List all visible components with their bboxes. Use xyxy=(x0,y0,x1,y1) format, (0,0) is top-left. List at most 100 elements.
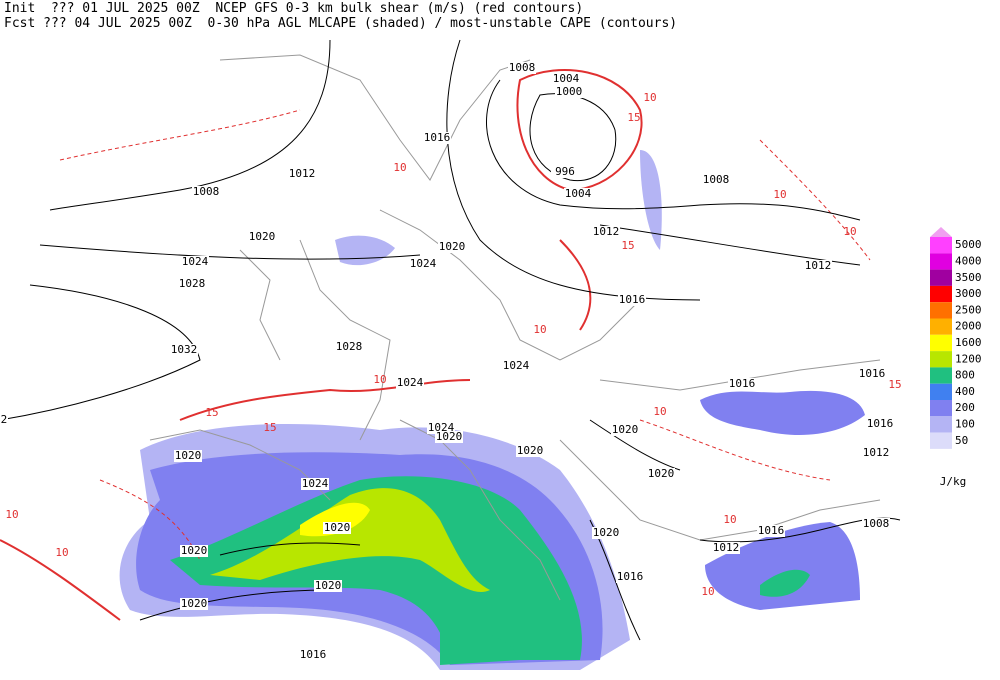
shear-label: 10 xyxy=(55,546,68,559)
isobar-label-bg xyxy=(396,377,424,389)
isobar-label: 1008 xyxy=(703,173,730,186)
colorbar-box xyxy=(930,285,952,303)
cape-shading xyxy=(119,150,865,670)
shear-label: 10 xyxy=(843,225,856,238)
shear-label: 15 xyxy=(263,421,276,434)
isobar-label-bg xyxy=(702,174,730,186)
isobar-label-bg xyxy=(516,445,544,457)
isobar-label-bg xyxy=(174,450,202,462)
isobar-label-bg xyxy=(181,256,209,268)
isobar-label: 1024 xyxy=(503,359,530,372)
colorbar-box xyxy=(930,302,952,319)
isobar-label: 1020 xyxy=(593,526,620,539)
isobar-label: 1000 xyxy=(556,85,583,98)
isobar-label: 1032 xyxy=(0,413,7,426)
colorbar-label: 50 xyxy=(955,434,968,447)
colorbar-unit: J/kg xyxy=(940,475,967,488)
isobar-label-bg xyxy=(314,580,342,592)
isobar-label: 1024 xyxy=(302,477,329,490)
isobar-label-bg xyxy=(862,447,890,459)
shear-label: 10 xyxy=(533,323,546,336)
isobar-label-bg xyxy=(435,431,463,443)
isobar-label: 1024 xyxy=(397,376,424,389)
isobar-label: 1020 xyxy=(648,467,675,480)
shear-label: 10 xyxy=(773,188,786,201)
colorbar-box xyxy=(930,432,952,449)
isobar-label: 1012 xyxy=(593,225,620,238)
isobar-label-bg xyxy=(508,62,536,74)
isobar-label: 1008 xyxy=(509,61,536,74)
colorbar-label: 400 xyxy=(955,385,975,398)
isobar-label-bg xyxy=(862,518,890,530)
isobar-label-bg xyxy=(564,188,592,200)
isobar-label: 1020 xyxy=(315,579,342,592)
isobar-label: 1012 xyxy=(863,446,890,459)
isobar-label: 1028 xyxy=(179,277,206,290)
isobar-label-bg xyxy=(409,258,437,270)
isobar-label-bg xyxy=(0,414,8,426)
colorbar-label: 4000 xyxy=(955,254,982,267)
isobar-label-bg xyxy=(647,468,675,480)
isobar-label-bg xyxy=(618,294,646,306)
isobar-label: 1028 xyxy=(336,340,363,353)
isobar-label: 1012 xyxy=(289,167,316,180)
isobar-label: 1008 xyxy=(193,185,220,198)
shear-contours xyxy=(0,69,871,621)
shear-label: 15 xyxy=(627,111,640,124)
shear-label: 15 xyxy=(205,406,218,419)
isobar-label-bg xyxy=(180,598,208,610)
isobar-label-bg xyxy=(323,522,351,534)
isobar-label-bg xyxy=(712,542,740,554)
colorbar-label: 200 xyxy=(955,401,975,414)
isobar-label: 1020 xyxy=(181,597,208,610)
isobar-label: 1020 xyxy=(612,423,639,436)
isobar-label-bg xyxy=(248,231,276,243)
isobar-label-bg xyxy=(866,418,894,430)
shear-label: 10 xyxy=(5,508,18,521)
isobar-label-bg xyxy=(180,545,208,557)
isobar-label-bg xyxy=(423,132,451,144)
isobar-label: 1024 xyxy=(428,421,455,434)
isobar-label-bg xyxy=(611,424,639,436)
isobar-label: 1016 xyxy=(867,417,894,430)
shear-label: 10 xyxy=(653,405,666,418)
isobar-label: 1016 xyxy=(729,377,756,390)
isobar-label: 1004 xyxy=(565,187,592,200)
isobar-label-bg xyxy=(170,344,198,356)
colorbar-label: 1600 xyxy=(955,336,982,349)
colorbar-label: 1200 xyxy=(955,352,982,365)
isobar-label: 1020 xyxy=(517,444,544,457)
isobar-label: 1016 xyxy=(619,293,646,306)
isobar-label: 1024 xyxy=(410,257,437,270)
isobar-label-bg xyxy=(804,260,832,272)
shear-label: 10 xyxy=(723,513,736,526)
isobar-label-bg xyxy=(288,168,316,180)
isobar-label-bg xyxy=(728,378,756,390)
colorbar-top xyxy=(930,227,952,237)
colorbar-box xyxy=(930,334,952,352)
isobar-label-bg xyxy=(438,241,466,253)
shear-label: 10 xyxy=(393,161,406,174)
isobar-label: 1016 xyxy=(758,524,785,537)
shear-label: 15 xyxy=(888,378,901,391)
colorbar-box xyxy=(930,351,952,368)
isobar-label: 1020 xyxy=(181,544,208,557)
isobars xyxy=(0,39,901,641)
isobar-label: 1008 xyxy=(863,517,890,530)
colorbar-box xyxy=(930,367,952,384)
isobar-label: 1016 xyxy=(300,648,327,661)
isobar-label-bg xyxy=(192,186,220,198)
colorbar-box xyxy=(930,416,952,433)
isobar-label: 1020 xyxy=(436,430,463,443)
isobar-label-bg xyxy=(335,341,363,353)
colorbar-box xyxy=(930,253,952,270)
colorbar-label: 3500 xyxy=(955,271,982,284)
colorbar-label: 100 xyxy=(955,417,975,430)
isobar-label: 1012 xyxy=(713,541,740,554)
isobar-label-bg xyxy=(757,525,785,537)
colorbar-box xyxy=(930,400,952,417)
isobar-label: 1024 xyxy=(182,255,209,268)
header-fcst: Fcst ??? 04 JUL 2025 00Z 0-30 hPa AGL ML… xyxy=(4,16,678,31)
colorbar-box xyxy=(930,318,952,335)
